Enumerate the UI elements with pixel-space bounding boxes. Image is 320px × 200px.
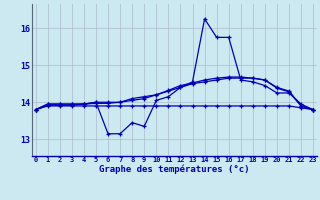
X-axis label: Graphe des températures (°c): Graphe des températures (°c) <box>99 165 250 174</box>
